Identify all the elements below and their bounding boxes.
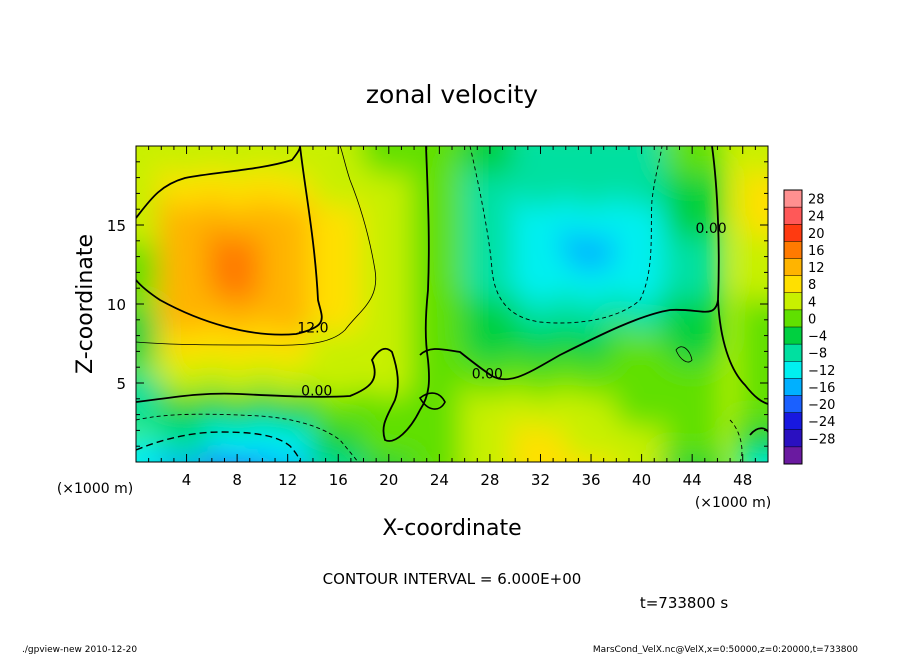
y-tick-label: 10 xyxy=(107,296,126,314)
field-cell xyxy=(308,146,369,176)
x-tick-label: 28 xyxy=(480,471,499,489)
colorbar-swatch xyxy=(784,224,802,242)
field-cell xyxy=(409,146,470,176)
colorbar-label: −12 xyxy=(808,364,835,379)
field-cell xyxy=(738,146,768,176)
colorbar-swatch xyxy=(784,207,802,225)
contour-small-2 xyxy=(749,427,768,436)
y-tick-label: 5 xyxy=(116,375,126,393)
colorbar-swatch xyxy=(784,190,802,208)
colorbar-label: −4 xyxy=(808,330,827,345)
colorbar-swatch xyxy=(784,412,802,431)
field-cell xyxy=(136,179,166,240)
x-tick-label: 32 xyxy=(531,471,550,489)
field-cell xyxy=(510,146,571,176)
colorbar-swatch xyxy=(784,344,802,362)
colorbar-swatch xyxy=(784,446,802,465)
colorbar-label: 16 xyxy=(808,244,825,259)
colorbar-swatch xyxy=(784,275,802,294)
colorbar-swatch xyxy=(784,292,802,311)
colorbar-swatch xyxy=(784,361,802,379)
x-axis-label: X-coordinate xyxy=(382,516,521,541)
contour-small-3 xyxy=(729,419,743,462)
x-tick-label: 12 xyxy=(278,471,297,489)
x-tick-label: 44 xyxy=(683,471,702,489)
x-unit-right: (×1000 m) xyxy=(695,495,771,511)
contour-0-right xyxy=(419,146,720,381)
x-unit-left: (×1000 m) xyxy=(57,481,133,497)
contour-0-left xyxy=(136,146,430,442)
field-cell xyxy=(561,146,622,176)
contour-interval: CONTOUR INTERVAL = 6.000E+00 xyxy=(323,570,582,588)
colorbar-swatch xyxy=(784,258,802,277)
colorbar-swatch xyxy=(784,241,802,259)
chart-title: zonal velocity xyxy=(366,80,538,109)
colorbar-label: 24 xyxy=(808,210,825,225)
colorbar-label: 0 xyxy=(808,312,816,327)
colorbar-label: −24 xyxy=(808,415,835,430)
field-cell xyxy=(611,146,672,176)
x-tick-label: 40 xyxy=(632,471,651,489)
field-cell xyxy=(136,368,166,429)
x-tick-label: 4 xyxy=(182,471,192,489)
x-tick-label: 16 xyxy=(329,471,348,489)
colorbar-label: 28 xyxy=(808,193,825,208)
colorbar-label: 20 xyxy=(808,227,825,242)
colorbar-label: 4 xyxy=(808,295,816,310)
x-axis: 4 8 12 16 20 24 28 32 36 40 44 48 xyxy=(148,146,756,489)
x-tick-label: 36 xyxy=(581,471,600,489)
colorbar-label: −16 xyxy=(808,381,835,396)
contour-label: 0.00 xyxy=(301,384,332,400)
colorbar-label: 8 xyxy=(808,278,816,293)
contour-neg6-right xyxy=(469,146,663,324)
contour-6 xyxy=(136,146,377,346)
contour-neg6-left xyxy=(136,413,359,462)
colorbar-label: −8 xyxy=(808,347,827,362)
footer-left: ./gpview-new 2010-12-20 xyxy=(22,645,137,654)
plot-area: 12.00.000.000.00 4 8 12 16 20 24 28 32 36 40 44 48 … xyxy=(107,145,769,489)
x-tick-label: 20 xyxy=(379,471,398,489)
contour-label: 0.00 xyxy=(696,221,727,237)
x-tick-label: 24 xyxy=(430,471,449,489)
field-cell xyxy=(136,305,166,366)
field-cell xyxy=(662,146,723,176)
x-tick-label: 48 xyxy=(733,471,752,489)
field-cell xyxy=(156,146,217,176)
colorbar-swatch xyxy=(784,378,802,396)
x-tick-label: 8 xyxy=(232,471,242,489)
y-axis-label: Z-coordinate xyxy=(73,234,98,374)
colorbar-label: −28 xyxy=(808,432,835,447)
colorbar-swatch xyxy=(784,395,802,414)
contour-0-far xyxy=(717,299,768,405)
y-axis: 5 10 15 xyxy=(107,161,768,447)
contour-0-island xyxy=(418,392,446,410)
colorbar-swatch xyxy=(784,429,802,448)
contour-neg12 xyxy=(136,431,301,462)
contour-small-1 xyxy=(675,346,693,363)
y-tick-label: 15 xyxy=(107,217,126,235)
velocity-field xyxy=(136,146,768,462)
colorbar-swatch xyxy=(784,327,802,345)
contour-12 xyxy=(136,146,323,336)
colorbar-label: 12 xyxy=(808,261,825,276)
colorbar-label: −20 xyxy=(808,398,835,413)
contour-labels: 12.0 0.00 0.00 0.00 xyxy=(297,221,726,400)
contour-label: 12.0 xyxy=(297,320,328,336)
time-stamp: t=733800 s xyxy=(640,594,728,612)
colorbar: 28 24 20 16 12 8 4 0 −4 −8 −12 −16 −20 −24 −28 xyxy=(783,189,835,465)
footer-right: MarsCond_VelX.nc@VelX,x=0:50000,z=0:2000… xyxy=(593,645,858,654)
contour-label: 0.00 xyxy=(472,366,503,382)
contour-lines xyxy=(136,146,768,462)
field-cell xyxy=(358,146,419,176)
colorbar-swatch xyxy=(784,309,802,328)
